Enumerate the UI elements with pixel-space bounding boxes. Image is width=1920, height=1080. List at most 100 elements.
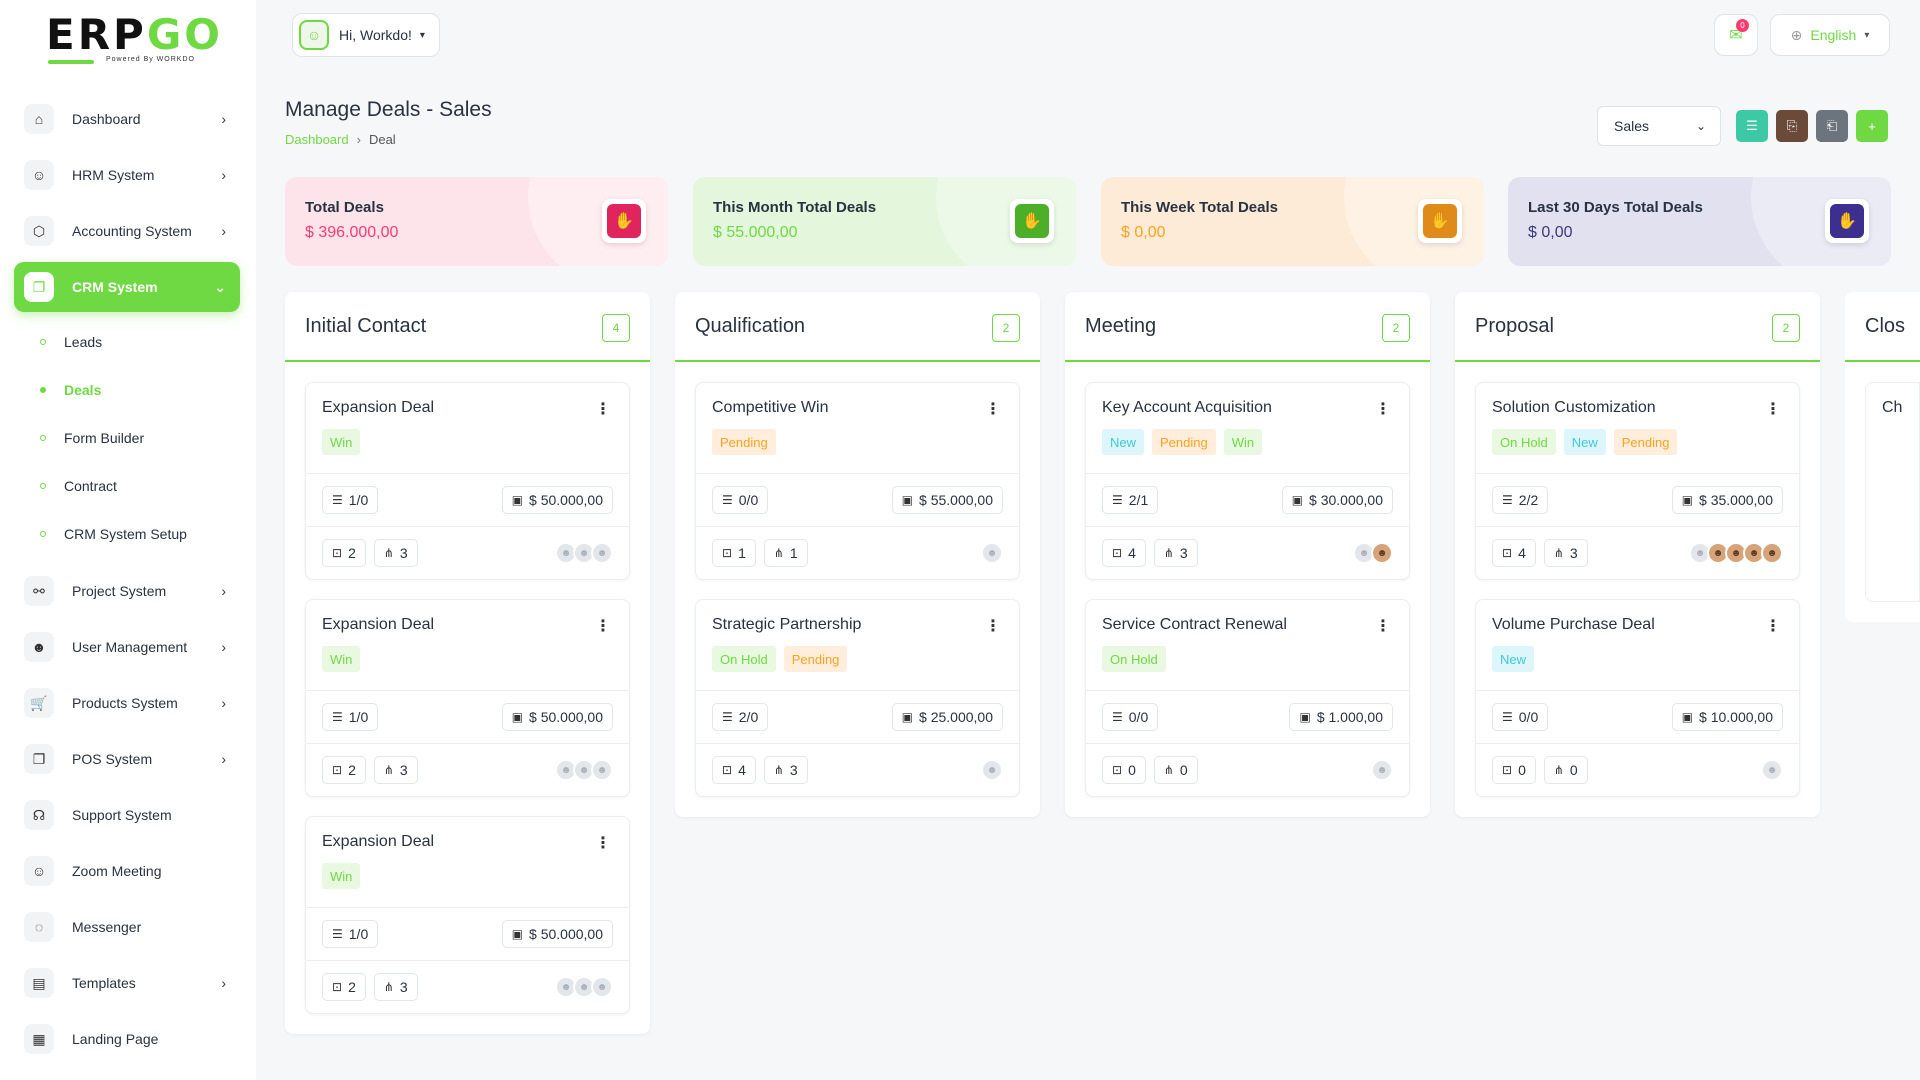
more-vertical-icon[interactable]: ⋮ [1765,401,1781,418]
deal-label-badge: New [1563,429,1606,455]
user-avatar[interactable]: ☻ [981,759,1003,781]
deal-card[interactable]: Expansion Deal ⋮ Win ☰ 1/0 ▣ $ 50.000,00 ⊡ 2 ⋔ 3 ☻ ☻… [305,816,630,1014]
sidebar-item-label: CRM System [72,279,158,295]
user-icon: ☺ [24,160,54,190]
sidebar-item-accounting-system[interactable]: ⬡ Accounting System › [14,206,240,256]
submenu-item-leads[interactable]: Leads [14,318,240,366]
breadcrumb-home-link[interactable]: Dashboard [285,132,349,147]
more-vertical-icon[interactable]: ⋮ [985,618,1001,635]
list-view-button[interactable]: ☰ [1736,110,1768,142]
user-avatar[interactable]: ☻ [591,976,613,998]
user-avatar[interactable]: ☻ [591,759,613,781]
deal-title[interactable]: Strategic Partnership [712,616,862,633]
deal-card[interactable]: Service Contract Renewal ⋮ On Hold ☰ 0/0 ▣ $ 1… [1085,599,1410,797]
user-avatar[interactable]: ☻ [1761,759,1783,781]
user-avatar[interactable]: ☻ [1371,759,1393,781]
user-avatar[interactable]: ☻ [1761,542,1783,564]
sidebar-item-messenger[interactable]: ◌ Messenger [14,902,240,952]
more-vertical-icon[interactable]: ⋮ [1375,618,1391,635]
deal-card[interactable]: Expansion Deal ⋮ Win ☰ 1/0 ▣ $ 50.000,00 ⊡ 2 ⋔ 3 ☻ ☻… [305,382,630,580]
more-vertical-icon[interactable]: ⋮ [985,401,1001,418]
list-icon: ☰ [1502,710,1513,724]
tasks-chip: ☰ 1/0 [322,703,379,731]
submenu-item-form-builder[interactable]: Form Builder [14,414,240,462]
user-check-icon: ☺ [24,856,54,886]
deal-title[interactable]: Volume Purchase Deal [1492,616,1655,633]
sidebar-item-zoom-meeting[interactable]: ☺ Zoom Meeting [14,846,240,896]
cart-icon: ⊡ [1502,763,1513,777]
more-vertical-icon[interactable]: ⋮ [595,618,611,635]
cart-icon: ⊡ [722,763,733,777]
products-chip: ⊡ 4 [1492,539,1536,567]
deal-card[interactable]: Competitive Win ⋮ Pending ☰ 0/0 ▣ $ 55.000,00 ⊡… [695,382,1020,580]
deal-labels: On Hold Pending [712,646,1003,672]
user-menu-button[interactable]: ☺ Hi, Workdo! ▾ [292,13,440,57]
deal-label-badge: Win [1223,429,1263,455]
sidebar-item-user-management[interactable]: ☻ User Management › [14,622,240,672]
assigned-users: ☻ ☻ ☻ [555,759,613,781]
sidebar-item-project-system[interactable]: ⚯ Project System › [14,566,240,616]
cart-icon: ⊡ [1112,763,1123,777]
add-deal-button[interactable]: + [1856,110,1888,142]
submenu-item-crm-system-setup[interactable]: CRM System Setup [14,510,240,558]
submenu-item-contract[interactable]: Contract [14,462,240,510]
assigned-users: ☻ ☻ ☻ [555,976,613,998]
pipeline-select[interactable]: Sales ⌄ [1597,106,1721,146]
tasks-chip: ☰ 2/0 [712,703,769,731]
language-select[interactable]: ⊕ English ▾ [1770,14,1890,56]
deal-title[interactable]: Expansion Deal [322,833,435,850]
sidebar-item-pos-system[interactable]: ❐ POS System › [14,734,240,784]
chevron-down-icon: ▾ [1864,29,1870,41]
app-logo[interactable]: ERPGO Powered By WORKDO [46,10,224,64]
deal-card[interactable]: Volume Purchase Deal ⋮ New ☰ 0/0 ▣ $ 10.000,00… [1475,599,1800,797]
deal-card[interactable]: Solution Customization ⋮ On Hold New Pending… [1475,382,1800,580]
deal-card[interactable]: Expansion Deal ⋮ Win ☰ 1/0 ▣ $ 50.000,00 ⊡ 2 ⋔ 3 ☻ ☻… [305,599,630,797]
sidebar-item-hrm-system[interactable]: ☺ HRM System › [14,150,240,200]
notification-button[interactable]: ✉ 0 [1714,14,1758,56]
sidebar-item-dashboard[interactable]: ⌂ Dashboard › [14,94,240,144]
sidebar-item-support-system[interactable]: ☊ Support System [14,790,240,840]
more-vertical-icon[interactable]: ⋮ [1765,618,1781,635]
price-value: $ 55.000,00 [919,492,993,508]
sidebar-item-crm-system[interactable]: ❐ CRM System ⌄ [14,262,240,312]
submenu-item-deals[interactable]: Deals [14,366,240,414]
sidebar-item-products-system[interactable]: 🛒 Products System › [14,678,240,728]
deal-card[interactable]: Strategic Partnership ⋮ On Hold Pending ☰ 2/0… [695,599,1020,797]
deal-title[interactable]: Solution Customization [1492,399,1656,416]
user-avatar[interactable]: ☻ [1689,542,1711,564]
deal-title[interactable]: Ch [1882,399,1903,416]
user-avatar[interactable]: ☻ [591,542,613,564]
deal-label-badge: Win [322,429,361,455]
deal-card[interactable]: Key Account Acquisition ⋮ New Pending Win ☰ 2/… [1085,382,1410,580]
user-avatar[interactable]: ☻ [1725,542,1747,564]
deal-label-badge: Pending [1613,429,1678,455]
sources-chip: ⋔ 3 [373,539,418,567]
sources-chip: ⋔ 0 [1153,756,1198,784]
globe-icon: ⊕ [1790,26,1803,43]
deal-title[interactable]: Service Contract Renewal [1102,616,1287,633]
column-header: Initial Contact 4 [285,292,650,362]
user-avatar[interactable]: ☻ [1371,542,1393,564]
cart-icon: ⊡ [332,763,343,777]
sidebar-item-landing-page[interactable]: ▦ Landing Page [14,1014,240,1064]
sidebar-item-templates[interactable]: ▤ Templates › [14,958,240,1008]
user-avatar[interactable]: ☻ [555,542,577,564]
handshake-icon: ✋ [1423,204,1457,238]
sources-chip: ⋔ 3 [1543,539,1588,567]
deal-title[interactable]: Key Account Acquisition [1102,399,1272,416]
column-count-badge: 4 [602,314,630,342]
cart-icon: 🛒 [24,688,54,718]
more-vertical-icon[interactable]: ⋮ [1375,401,1391,418]
export-button[interactable]: ⎗ [1816,110,1848,142]
more-vertical-icon[interactable]: ⋮ [595,401,611,418]
column-title: Qualification [695,314,806,337]
import-button[interactable]: ⎘ [1776,110,1808,142]
deal-title[interactable]: Competitive Win [712,399,829,416]
deal-title[interactable]: Expansion Deal [322,399,435,416]
sidebar-item-label: Accounting System [72,223,192,239]
more-vertical-icon[interactable]: ⋮ [595,835,611,852]
user-avatar[interactable]: ☻ [981,542,1003,564]
submenu-item-label: CRM System Setup [64,526,187,542]
deal-title[interactable]: Expansion Deal [322,616,435,633]
deal-labels: On Hold [1102,646,1393,672]
